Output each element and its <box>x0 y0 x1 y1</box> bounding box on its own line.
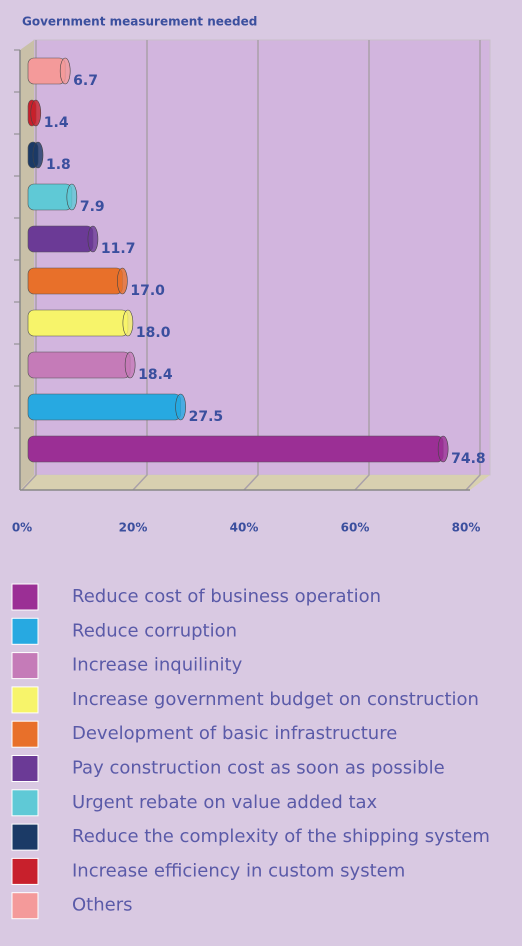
legend-swatch <box>11 857 39 885</box>
bar-cap <box>59 57 71 85</box>
legend-label: Pay construction cost as soon as possibl… <box>72 758 445 779</box>
legend-label: Reduce the complexity of the shipping sy… <box>72 826 490 847</box>
bar-cap <box>437 435 449 463</box>
bar-cap <box>124 351 136 379</box>
value-label: 11.7 <box>101 241 136 257</box>
bar <box>27 183 73 211</box>
bar <box>27 393 181 421</box>
bar-cap <box>175 393 186 421</box>
legend-label: Others <box>72 895 133 916</box>
legend-swatch <box>11 583 39 611</box>
bar <box>27 267 123 295</box>
value-label: 17.0 <box>130 283 165 299</box>
value-label: 18.0 <box>136 325 171 341</box>
value-label: 74.8 <box>451 451 486 467</box>
legend-swatch <box>11 755 39 782</box>
bar-cap <box>66 183 78 211</box>
legend-label: Increase efficiency in custom system <box>72 860 405 881</box>
bar-cap <box>32 141 44 169</box>
chart-title: Government measurement needed <box>22 15 257 29</box>
grid-line <box>243 40 259 491</box>
x-tick-label: 80% <box>452 521 481 535</box>
legend-label: Reduce cost of business operation <box>72 586 381 607</box>
bar <box>27 225 94 253</box>
legend-swatch <box>11 720 39 748</box>
value-label: 1.8 <box>46 157 71 173</box>
legend-swatch <box>11 652 39 680</box>
value-label: 7.9 <box>80 199 105 215</box>
grid-line <box>132 40 148 491</box>
legend-label: Increase inquilinity <box>72 655 243 676</box>
legend-swatch <box>11 789 39 817</box>
bar <box>27 435 444 463</box>
legend-label: Reduce corruption <box>72 620 237 641</box>
bar-cap <box>117 267 128 295</box>
bar <box>27 57 66 85</box>
bar-cap <box>87 225 99 253</box>
value-label: 6.7 <box>73 73 98 89</box>
legend-label: Increase government budget on constructi… <box>72 689 479 710</box>
x-tick-label: 60% <box>341 521 370 535</box>
value-label: 18.4 <box>138 367 173 383</box>
bar <box>27 351 131 379</box>
x-tick-label: 0% <box>12 521 32 535</box>
x-tick-label: 20% <box>119 521 148 535</box>
legend-swatch <box>11 892 39 920</box>
value-label: 27.5 <box>189 409 224 425</box>
legend-swatch <box>11 823 39 851</box>
legend-label: Urgent rebate on value added tax <box>72 792 378 813</box>
bar-cap <box>122 309 134 337</box>
bar-cap <box>30 99 42 127</box>
value-label: 1.4 <box>44 115 69 131</box>
legend-swatch <box>11 686 39 714</box>
legend-swatch <box>11 617 39 645</box>
grid-line <box>465 40 481 491</box>
bar <box>27 309 129 337</box>
legend-label: Development of basic infrastructure <box>72 723 397 744</box>
x-tick-label: 40% <box>230 521 259 535</box>
grid-line <box>354 40 370 491</box>
